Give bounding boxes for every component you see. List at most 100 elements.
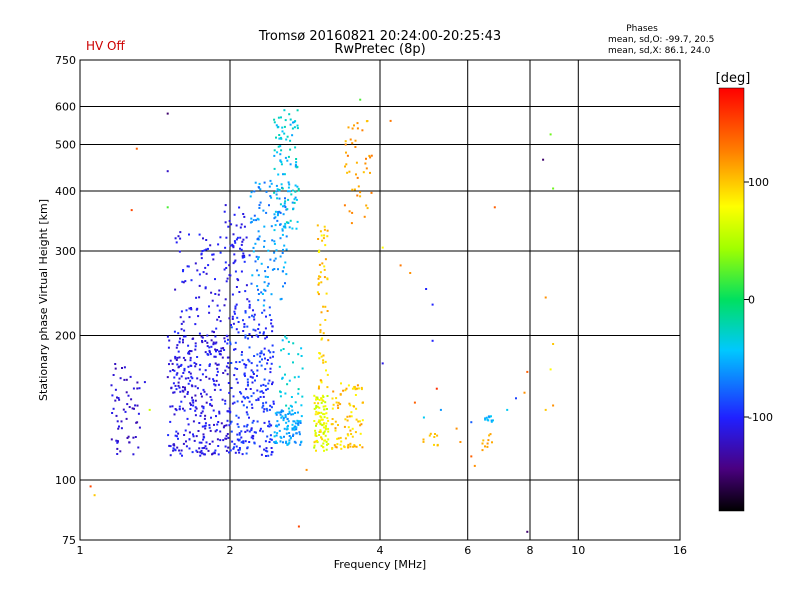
data-point <box>247 337 249 340</box>
data-points <box>89 98 555 533</box>
data-point <box>283 244 286 247</box>
colorbar-tick-label: 0 <box>748 294 755 307</box>
data-point <box>240 353 243 356</box>
data-point <box>239 391 242 394</box>
data-point <box>256 369 259 372</box>
data-point <box>337 407 340 409</box>
data-point <box>270 322 273 325</box>
data-point <box>251 335 254 338</box>
data-point <box>230 324 232 326</box>
data-point <box>132 453 135 456</box>
data-point <box>225 434 228 437</box>
data-point <box>257 299 260 302</box>
data-point <box>278 210 281 213</box>
data-point <box>257 288 259 291</box>
data-point <box>194 345 197 348</box>
data-point <box>209 244 212 247</box>
data-point <box>189 359 192 362</box>
data-point <box>174 237 177 240</box>
data-point <box>133 407 135 410</box>
data-point <box>222 439 225 442</box>
data-point <box>240 270 243 273</box>
data-point <box>229 244 232 247</box>
data-point <box>277 173 280 176</box>
data-point <box>286 443 289 446</box>
data-point <box>287 352 290 355</box>
data-point <box>175 435 178 438</box>
data-point <box>278 365 281 368</box>
data-point <box>231 293 234 296</box>
data-point <box>242 213 245 215</box>
data-point <box>285 273 288 276</box>
data-point <box>288 412 291 415</box>
data-point <box>266 362 269 365</box>
data-point <box>288 113 291 116</box>
data-point <box>213 355 216 358</box>
data-point <box>180 375 183 378</box>
data-point <box>315 449 317 452</box>
data-point <box>318 357 321 360</box>
data-point <box>179 237 182 240</box>
data-point <box>204 369 207 372</box>
data-point <box>176 344 179 347</box>
data-point <box>347 434 350 437</box>
data-point <box>272 355 274 358</box>
data-point <box>194 406 197 409</box>
data-point <box>356 122 359 125</box>
data-point <box>194 262 197 265</box>
data-point <box>224 261 227 264</box>
data-point <box>244 366 247 369</box>
data-point <box>287 413 290 415</box>
data-point <box>224 246 227 249</box>
data-point <box>276 219 279 222</box>
data-point <box>273 121 276 124</box>
data-point <box>344 143 347 146</box>
data-point <box>361 129 364 132</box>
data-point <box>272 351 275 354</box>
data-point <box>196 269 199 272</box>
phase-stats-o: mean, sd,O: -99.7, 20.5 <box>608 35 714 45</box>
data-point <box>346 419 349 422</box>
data-point <box>323 413 326 416</box>
data-point <box>219 388 222 391</box>
data-point <box>289 219 292 222</box>
data-point <box>190 375 193 378</box>
data-point <box>354 388 357 391</box>
data-point <box>227 366 230 369</box>
data-point <box>126 403 129 406</box>
data-point <box>325 369 327 372</box>
status-label: HV Off <box>86 39 125 53</box>
data-point <box>279 211 282 214</box>
data-point <box>346 433 349 436</box>
data-point <box>211 452 214 455</box>
data-point <box>360 388 363 391</box>
data-point <box>270 182 273 185</box>
data-point <box>204 427 207 430</box>
data-point <box>335 397 338 400</box>
data-point <box>201 452 204 455</box>
data-point <box>277 116 280 119</box>
data-point <box>264 270 267 273</box>
data-point <box>482 439 485 442</box>
data-point <box>237 321 240 323</box>
data-point <box>223 337 226 340</box>
data-point <box>276 411 279 414</box>
data-point <box>171 362 174 365</box>
data-point <box>208 365 211 367</box>
data-point <box>250 429 253 432</box>
data-point <box>188 438 191 441</box>
data-point <box>235 378 238 381</box>
data-point <box>207 247 209 250</box>
data-point <box>279 435 282 438</box>
data-point <box>175 346 178 349</box>
data-point <box>326 408 328 410</box>
data-point <box>327 443 330 445</box>
data-point <box>322 361 325 364</box>
data-point <box>178 408 181 411</box>
data-point <box>205 239 208 241</box>
data-point <box>246 381 249 384</box>
data-point <box>266 284 269 287</box>
data-point <box>213 383 216 386</box>
data-point <box>368 154 371 157</box>
data-point <box>289 404 292 407</box>
